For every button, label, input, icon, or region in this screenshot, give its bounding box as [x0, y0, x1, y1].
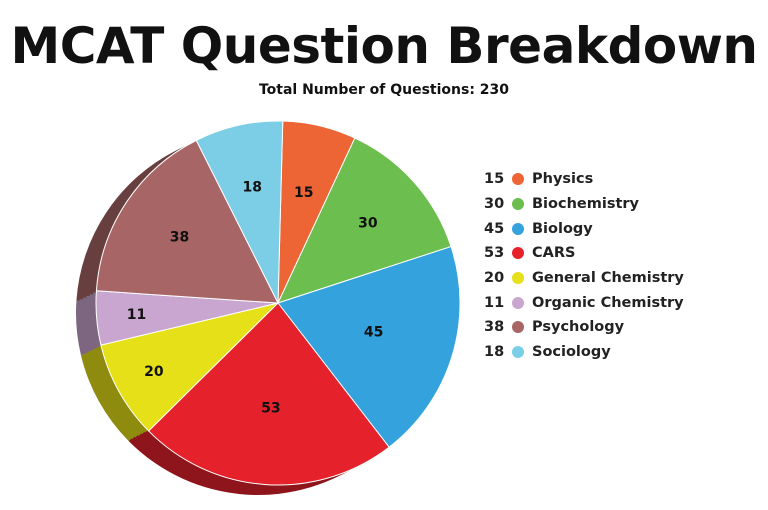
slice-label-psychology: 38	[170, 230, 189, 246]
legend-value: 18	[484, 344, 505, 361]
pie-slices	[95, 120, 461, 486]
legend-swatch	[512, 321, 524, 334]
legend-value: 53	[484, 245, 505, 262]
slice-label-sociology: 18	[242, 180, 261, 196]
legend-label: Biology	[532, 220, 593, 237]
pie-labels: 15 30 45 53 20 11 38 18	[127, 180, 384, 417]
slice-biochemistry	[277, 137, 452, 304]
legend-item-psychology: 38 Psychology	[484, 315, 684, 340]
slice-label-organic-chemistry: 11	[127, 307, 146, 323]
legend-item-organic-chemistry: 11 Organic Chemistry	[484, 290, 684, 315]
legend-item-biology: 45 Biology	[484, 216, 684, 241]
legend-swatch	[512, 346, 524, 359]
slice-biology	[277, 245, 461, 448]
legend-swatch	[512, 198, 524, 211]
legend-value: 11	[484, 294, 505, 311]
legend-label: Sociology	[532, 344, 611, 361]
legend-label: CARS	[532, 245, 576, 262]
legend-swatch	[512, 222, 524, 235]
legend-item-general-chemistry: 20 General Chemistry	[484, 266, 684, 291]
legend-swatch	[512, 272, 524, 285]
legend-label: Psychology	[532, 319, 625, 336]
legend-label: Organic Chemistry	[532, 294, 684, 311]
slice-sociology	[195, 120, 284, 304]
chart-subtitle: Total Number of Questions: 230	[258, 82, 510, 98]
slice-label-general-chemistry: 20	[144, 364, 164, 380]
slice-psychology	[95, 139, 279, 304]
legend-value: 45	[484, 220, 505, 237]
slice-cars	[147, 302, 390, 486]
legend-swatch	[512, 247, 524, 260]
slice-label-biochemistry: 30	[358, 215, 378, 231]
legend-label: Biochemistry	[532, 196, 639, 213]
slice-label-biology: 45	[364, 325, 383, 341]
legend-item-cars: 53 CARS	[484, 241, 684, 266]
chart-title: MCAT Question Breakdown	[10, 17, 758, 75]
legend-swatch	[512, 173, 524, 186]
legend-value: 20	[484, 270, 505, 287]
legend-value: 30	[484, 196, 505, 213]
legend-swatch	[512, 296, 524, 309]
legend-item-biochemistry: 30 Biochemistry	[484, 192, 684, 217]
legend-label: General Chemistry	[532, 270, 684, 287]
slice-label-physics: 15	[294, 185, 313, 201]
legend-item-sociology: 18 Sociology	[484, 340, 684, 365]
legend-value: 15	[484, 171, 505, 188]
legend: 15 Physics 30 Biochemistry 45 Biology 53…	[484, 167, 684, 365]
legend-item-physics: 15 Physics	[484, 167, 684, 192]
legend-value: 38	[484, 319, 505, 336]
legend-label: Physics	[532, 171, 594, 188]
slice-label-cars: 53	[261, 400, 280, 416]
